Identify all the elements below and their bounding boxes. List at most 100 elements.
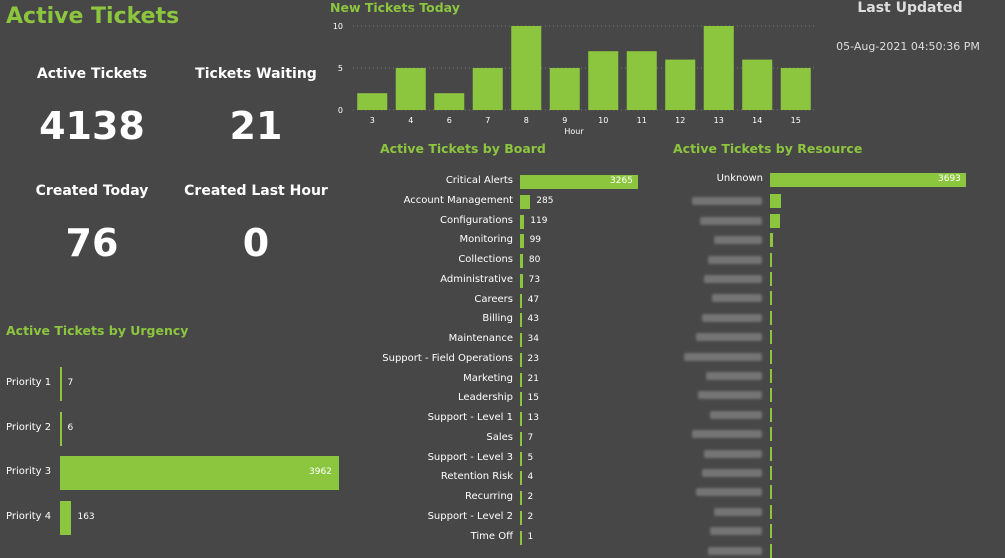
new-tickets-xtick: 6 <box>447 116 452 125</box>
board-label: Support - Level 2 <box>427 510 513 522</box>
resource-bar <box>770 485 772 500</box>
new-tickets-bar <box>703 26 734 110</box>
resource-label-redacted <box>714 507 762 516</box>
new-tickets-chart: 0 5 10 3 4 6 7 8 9 10 11 12 13 14 15 Hour <box>333 22 815 136</box>
board-bar <box>520 333 522 347</box>
board-label: Support - Level 1 <box>427 412 513 423</box>
board-value: 23 <box>527 353 539 364</box>
new-tickets-bar <box>395 68 426 110</box>
resource-bar <box>770 466 772 480</box>
board-bar <box>520 175 638 189</box>
board-label: Time Off <box>470 530 513 542</box>
urgency-value: 3962 <box>309 467 332 477</box>
urgency-bar <box>60 367 62 401</box>
page-title: Active Tickets <box>6 4 180 29</box>
board-bar <box>520 273 523 288</box>
resource-bar <box>770 388 772 403</box>
new-tickets-bar <box>472 68 503 110</box>
resource-bar <box>770 233 773 248</box>
board-label: Support - Level 3 <box>427 451 513 463</box>
board-value: 285 <box>536 195 554 206</box>
resource-bar <box>770 349 772 364</box>
new-tickets-xtick: 4 <box>408 116 413 125</box>
board-label: Billing <box>482 313 513 325</box>
resource-bar <box>770 194 782 209</box>
board-label: Retention Risk <box>440 471 513 483</box>
board-value: 3265 <box>610 176 633 186</box>
resource-label-redacted <box>702 469 762 477</box>
resource-bar <box>770 252 773 267</box>
board-value: 13 <box>527 413 539 423</box>
board-bar <box>520 451 522 466</box>
new-tickets-bar <box>588 51 619 110</box>
board-bar <box>520 194 531 209</box>
resource-label-redacted <box>710 527 762 536</box>
board-bar <box>520 293 522 308</box>
board-value: 43 <box>527 314 539 325</box>
new-tickets-ytick: 5 <box>338 64 343 73</box>
board-label: Collections <box>458 254 513 265</box>
board-label: Maintenance <box>448 333 513 344</box>
board-bar <box>520 471 522 486</box>
board-label: Leadership <box>458 392 513 404</box>
resource-label-redacted <box>700 216 762 225</box>
board-value: 34 <box>527 334 539 344</box>
new-tickets-xlabel: Hour <box>564 127 584 136</box>
board-label: Critical Alerts <box>445 175 513 186</box>
last-updated-value: 05-Aug-2021 04:50:36 PM <box>836 40 980 53</box>
urgency-label: Priority 2 <box>6 421 52 433</box>
board-value: 47 <box>527 294 540 305</box>
board-label: Sales <box>486 431 513 443</box>
board-label: Administrative <box>440 273 513 285</box>
resource-bar <box>770 173 966 187</box>
board-value: 73 <box>528 274 541 285</box>
new-tickets-bar <box>665 59 696 110</box>
resource-chart: Unknown 3693 <box>660 172 980 558</box>
resource-bar <box>770 291 773 306</box>
new-tickets-bar <box>742 59 773 110</box>
resource-bar <box>770 446 772 461</box>
board-bar <box>520 214 525 229</box>
resource-bar <box>770 543 772 558</box>
board-value: 4 <box>527 472 534 483</box>
kpi-created-hour-value: 0 <box>242 221 270 265</box>
new-tickets-xtick: 15 <box>791 116 801 125</box>
kpi-created-today-label: Created Today <box>35 183 149 199</box>
kpi-created-hour-label: Created Last Hour <box>184 183 328 199</box>
resource-label-redacted <box>710 410 762 419</box>
resource-bar <box>770 213 781 228</box>
resource-title: Active Tickets by Resource <box>673 141 863 156</box>
resource-bar <box>770 310 773 325</box>
board-label: Account Management <box>403 194 513 206</box>
resource-bar <box>770 524 772 539</box>
board-bar <box>520 254 523 268</box>
resource-value: 3693 <box>938 174 961 184</box>
resource-label-redacted <box>698 391 762 400</box>
resource-label-redacted <box>712 294 762 303</box>
new-tickets-bar <box>511 26 542 110</box>
board-bar <box>520 431 522 446</box>
resource-bar <box>770 272 773 286</box>
board-value: 2 <box>527 511 534 522</box>
new-tickets-xtick: 3 <box>370 116 375 125</box>
board-label: Support - Field Operations <box>382 352 513 364</box>
new-tickets-xtick: 10 <box>598 116 608 125</box>
kpi-waiting-label: Tickets Waiting <box>195 66 317 82</box>
urgency-chart: Priority 1 7 Priority 2 6 Priority 3 3962 Prio… <box>0 360 345 540</box>
board-bar <box>520 392 522 407</box>
urgency-label: Priority 4 <box>6 510 52 522</box>
resource-label-redacted <box>708 546 762 555</box>
new-tickets-ytick: 10 <box>333 22 343 31</box>
board-value: 119 <box>530 215 548 226</box>
urgency-value: 7 <box>67 378 74 388</box>
urgency-bar <box>60 500 72 535</box>
new-tickets-xtick: 9 <box>562 116 567 125</box>
new-tickets-xtick: 12 <box>675 116 685 125</box>
last-updated-label: Last Updated <box>857 0 963 16</box>
board-value: 1 <box>527 531 534 542</box>
board-value: 15 <box>527 393 539 404</box>
new-tickets-bar <box>434 93 465 110</box>
board-bar <box>520 234 524 249</box>
board-bar <box>520 510 522 525</box>
resource-label-redacted <box>702 313 762 322</box>
